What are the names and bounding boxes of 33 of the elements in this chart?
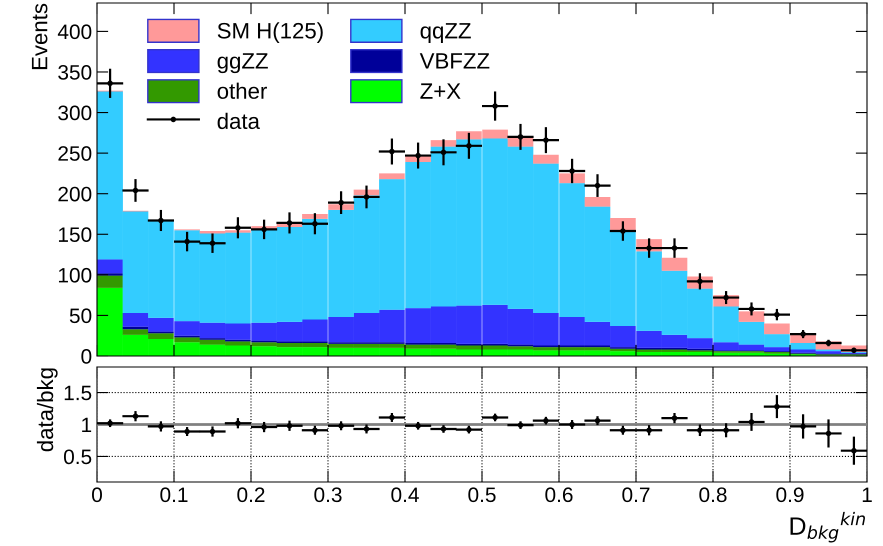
legend-label: data bbox=[218, 112, 260, 130]
legend-label: SM H(125) bbox=[218, 22, 323, 43]
y-tick-label: 150 bbox=[58, 227, 92, 242]
y-tick-label: 1 bbox=[82, 418, 92, 432]
x-tick-label: 0.1 bbox=[160, 487, 188, 502]
y-tick-label: 300 bbox=[58, 106, 92, 120]
y-tick-label: 250 bbox=[58, 146, 92, 161]
y-tick-label: 100 bbox=[58, 268, 92, 283]
legend-label: other bbox=[218, 82, 267, 99]
x-tick-label: 1 bbox=[862, 488, 872, 502]
y-tick-label: 0.5 bbox=[64, 449, 92, 464]
legend-label: VBFZZ bbox=[420, 53, 490, 69]
y-tick-label: 200 bbox=[58, 186, 92, 202]
x-tick-label: 0.7 bbox=[622, 487, 650, 502]
x-tick-label: 0.9 bbox=[776, 487, 804, 502]
legend-label: ggZZ bbox=[218, 53, 268, 74]
y-tick-label: 50 bbox=[70, 308, 92, 324]
x-tick-label: 0.6 bbox=[545, 487, 573, 502]
legend-label: qqZZ bbox=[420, 23, 471, 43]
y-axis-title: data/bkg bbox=[36, 368, 58, 452]
y-tick-label: 400 bbox=[58, 24, 92, 40]
x-tick-label: 0 bbox=[92, 487, 102, 502]
x-tick-label: 0.2 bbox=[237, 487, 264, 502]
x-tick-label: 0.5 bbox=[468, 487, 496, 502]
y-tick-label: 350 bbox=[58, 64, 92, 80]
x-tick-label: 0.4 bbox=[391, 487, 419, 502]
y-tick-label: 0 bbox=[81, 349, 92, 364]
legend-label: Z+X bbox=[420, 83, 461, 99]
y-axis-title: Events bbox=[32, 4, 48, 70]
x-axis-title: D$_{bkg}$$^{kin}$ bbox=[790, 512, 865, 542]
y-tick-label: 1.5 bbox=[64, 386, 92, 400]
x-tick-label: 0.8 bbox=[699, 487, 727, 502]
x-tick-label: 0.3 bbox=[314, 487, 342, 502]
